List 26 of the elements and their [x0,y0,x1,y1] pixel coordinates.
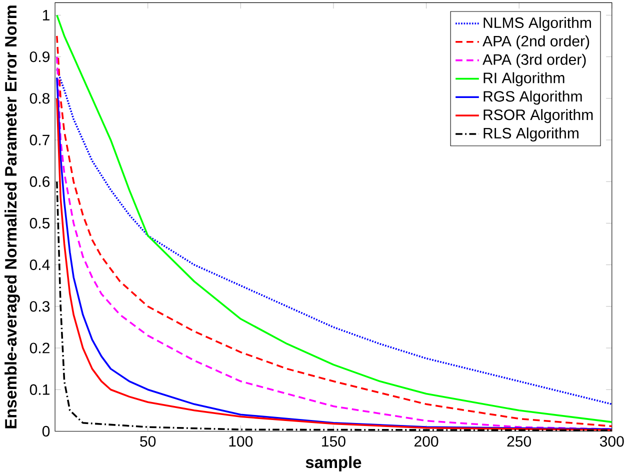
legend-label: RLS Algorithm [484,128,578,142]
legend-label: RI Algorithm [484,72,564,86]
x-tick-label: 50 [140,436,156,447]
legend-label: RGS Algorithm [484,90,582,105]
legend-label: APA (2nd order) [482,35,590,50]
y-tick-label: 0.6 [30,176,50,187]
legend-label: RSOR Algorithm [484,109,593,124]
legend-label: APA (3rd order) [482,54,586,68]
y-tick-label: 1 [42,10,50,20]
y-tick-label: 0.1 [30,384,50,395]
y-tick-label: 0 [42,426,50,437]
y-axis-title: Ensemble-averaged Normalized Parameter Error Norm [4,6,20,428]
legend-label: NLMS Algorithm [484,17,591,32]
y-tick-label: 0.3 [30,301,50,312]
x-tick-label: 200 [414,436,438,447]
y-tick-label: 0.8 [30,93,50,104]
x-tick-label: 250 [507,436,532,447]
x-tick-label: 100 [229,436,253,447]
y-tick-label: 0.7 [30,134,50,146]
x-axis-title: sample [306,456,362,472]
x-tick-label: 300 [600,436,624,447]
y-tick-label: 0.5 [30,218,50,229]
y-tick-label: 0.2 [30,342,50,354]
y-tick-label: 0.9 [30,52,50,62]
y-tick-label: 0.4 [30,260,50,270]
x-tick-label: 150 [322,436,346,447]
